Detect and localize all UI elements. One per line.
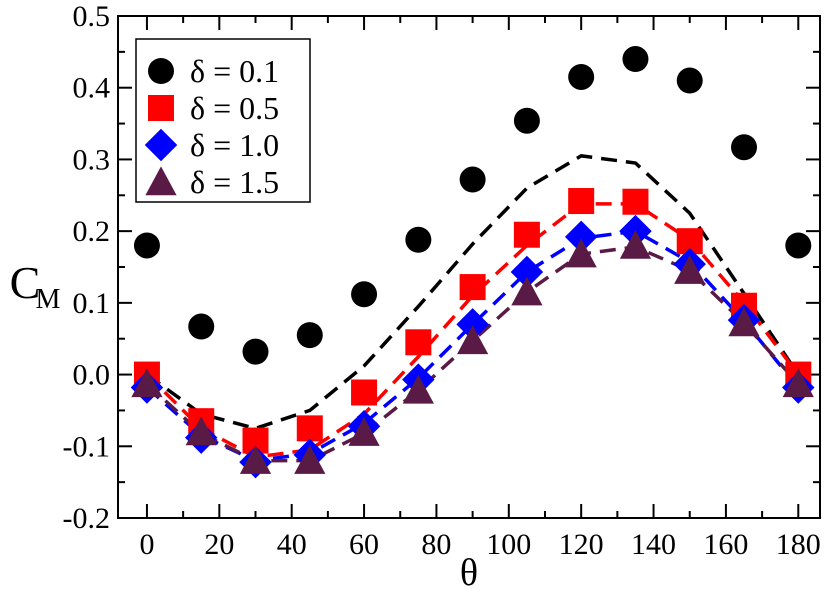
x-tick-label: 80	[421, 528, 451, 561]
data-point-triangle	[728, 307, 760, 337]
x-tick-label: 60	[349, 528, 379, 561]
data-point-triangle	[619, 229, 652, 259]
y-axis-ticks: -0.2 -0.1 0.0 0.1 0.2 0.3 0.4 0.5	[63, 0, 820, 535]
data-point-square	[568, 188, 595, 215]
y-tick-label: 0.3	[73, 143, 111, 176]
x-tick-label: 100	[486, 528, 531, 561]
data-point-circle	[133, 232, 160, 259]
data-point-diamond	[510, 255, 544, 289]
y-tick-label: -0.2	[63, 502, 111, 535]
y-tick-label: 0.2	[73, 215, 111, 248]
data-point-square	[513, 221, 540, 248]
data-point-square	[622, 188, 649, 215]
data-point-circle	[785, 232, 812, 259]
data-point-triangle	[511, 276, 543, 306]
data-point-circle	[513, 107, 540, 134]
data-point-circle	[188, 313, 215, 340]
data-point-circle	[296, 322, 323, 349]
x-tick-label: 0	[139, 528, 154, 561]
legend-label: δ = 0.5	[190, 90, 279, 126]
data-point-triangle	[782, 368, 814, 398]
data-point-square	[351, 379, 378, 406]
legend-marker-diamond	[144, 128, 178, 162]
data-markers	[130, 46, 815, 479]
data-point-triangle	[457, 325, 489, 355]
legend: δ = 0.1δ = 0.5δ = 1.0δ = 1.5	[135, 38, 311, 203]
y-tick-label: 0.0	[73, 359, 111, 392]
data-point-circle	[622, 46, 649, 73]
data-point-triangle	[294, 445, 326, 474]
data-point-circle	[405, 226, 432, 253]
y-tick-label: -0.1	[63, 430, 111, 463]
y-axis-title-main: C	[10, 257, 41, 308]
data-point-circle	[568, 63, 595, 90]
x-tick-label: 120	[559, 528, 604, 561]
data-point-square	[296, 415, 323, 442]
y-tick-label: 0.5	[73, 0, 111, 33]
legend-label: δ = 1.5	[190, 164, 279, 200]
legend-marker-circle	[148, 58, 174, 84]
data-point-triangle	[131, 368, 163, 398]
legend-marker-square	[148, 95, 174, 121]
data-point-triangle	[185, 416, 217, 446]
data-point-square	[459, 274, 486, 301]
x-axis-title: θ	[460, 552, 478, 590]
data-point-triangle	[565, 238, 597, 268]
x-axis-ticks: 0 20 40 60 80 100 120 140 160 180	[139, 16, 821, 561]
x-tick-label: 160	[703, 528, 748, 561]
legend-marker-triangle	[145, 166, 177, 196]
data-point-circle	[242, 338, 269, 365]
x-tick-label: 20	[204, 528, 234, 561]
legend-label: δ = 0.1	[190, 53, 279, 89]
x-tick-label: 140	[631, 528, 676, 561]
data-point-diamond	[564, 220, 598, 254]
data-point-square	[405, 329, 432, 356]
y-axis-title: C M	[10, 257, 61, 315]
y-tick-label: 0.1	[73, 287, 111, 320]
data-point-triangle	[239, 445, 272, 474]
data-point-circle	[459, 166, 486, 193]
data-point-triangle	[402, 374, 434, 404]
y-tick-label: 0.4	[73, 72, 111, 105]
data-point-triangle	[674, 254, 706, 284]
x-tick-label: 180	[776, 528, 821, 561]
data-point-diamond	[456, 308, 489, 341]
data-point-triangle	[348, 417, 380, 446]
data-point-circle	[351, 281, 378, 308]
x-tick-label: 40	[277, 528, 307, 561]
data-point-circle	[731, 134, 758, 161]
y-axis-title-sub: M	[36, 284, 61, 315]
data-point-circle	[676, 67, 703, 94]
series-line	[145, 154, 800, 431]
legend-label: δ = 1.0	[190, 127, 279, 163]
